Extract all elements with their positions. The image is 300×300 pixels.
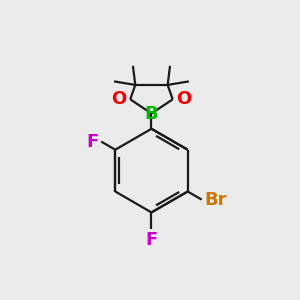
Text: F: F [145,231,158,249]
Text: Br: Br [204,190,226,208]
Text: O: O [176,90,191,108]
Text: O: O [112,90,127,108]
Text: B: B [145,105,158,123]
Text: F: F [86,133,98,151]
